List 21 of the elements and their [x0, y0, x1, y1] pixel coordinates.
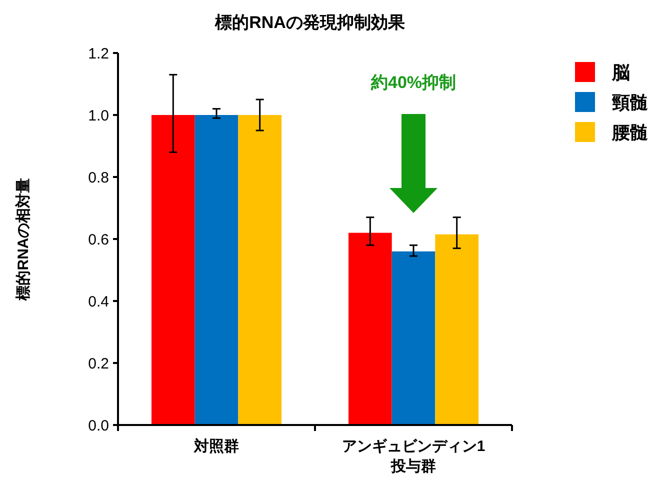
y-tick-label: 0.4 — [88, 293, 109, 310]
y-tick-label: 1.2 — [88, 45, 109, 62]
legend-label: 腰髄 — [611, 122, 649, 142]
bar — [238, 115, 282, 425]
y-tick-label: 0.0 — [88, 417, 109, 434]
y-tick-label: 0.2 — [88, 355, 109, 372]
annotation: 約40%抑制 — [370, 73, 456, 92]
bar — [194, 115, 238, 425]
y-tick-label: 0.8 — [88, 169, 109, 186]
y-tick-label: 1.0 — [88, 107, 109, 124]
y-axis-title: 標的RNAの相対量 — [14, 178, 32, 302]
bar — [348, 232, 392, 425]
bar — [435, 234, 479, 425]
bar — [392, 251, 436, 425]
x-tick-label: 対照群 — [193, 437, 239, 455]
y-tick-label: 0.6 — [88, 231, 109, 248]
chart-title: 標的RNAの発現抑制効果 — [214, 13, 406, 32]
legend-label: 脳 — [611, 62, 630, 82]
legend-label: 頸髄 — [611, 92, 649, 112]
bar — [151, 115, 195, 425]
x-tick-label: アンギュビンディン1 投与群 — [342, 438, 486, 475]
